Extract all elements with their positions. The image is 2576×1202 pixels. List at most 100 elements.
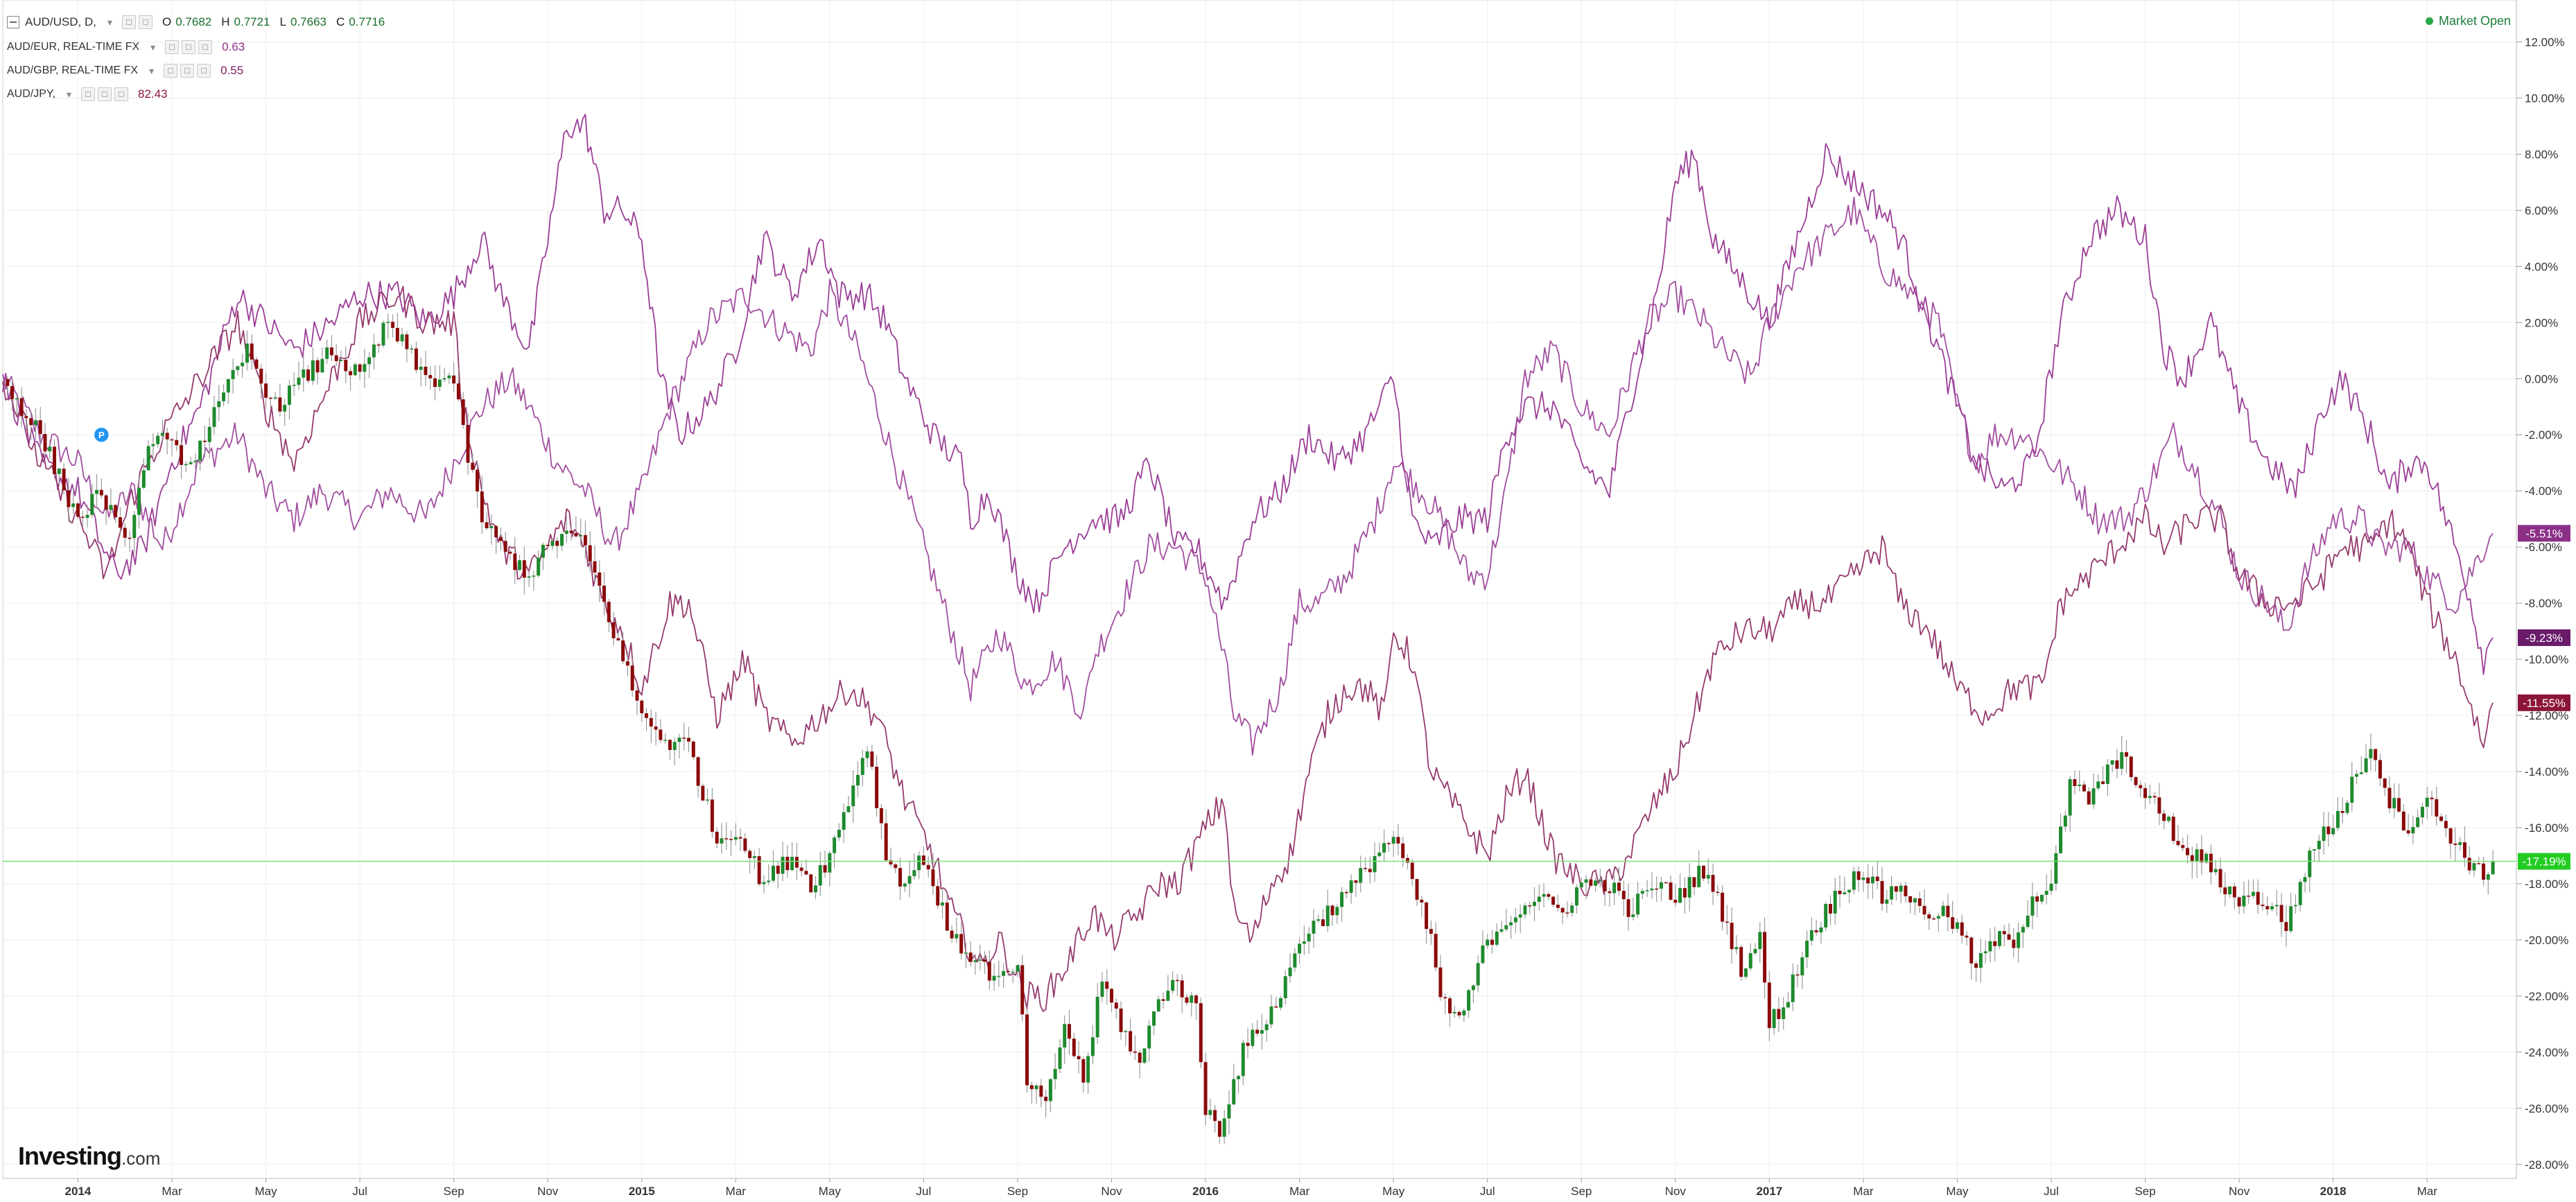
candle-body bbox=[1237, 1076, 1240, 1079]
candle-body bbox=[917, 855, 921, 871]
settings-icon[interactable] bbox=[80, 87, 95, 101]
settings-icon[interactable] bbox=[165, 40, 180, 54]
settings-icon[interactable] bbox=[164, 64, 178, 78]
candle-body bbox=[1974, 963, 1978, 968]
candle-body bbox=[2101, 781, 2105, 784]
x-tick-label: Mar bbox=[162, 1185, 182, 1198]
candle-body bbox=[489, 525, 494, 529]
candle-body bbox=[1190, 995, 1194, 1003]
candle-body bbox=[2096, 781, 2100, 789]
candle-body bbox=[1866, 878, 1870, 884]
status-dot-icon bbox=[2425, 17, 2433, 25]
candle-body bbox=[109, 505, 113, 510]
candle-body bbox=[1824, 904, 1828, 927]
candle-body bbox=[1279, 998, 1282, 1008]
compare-symbol-label[interactable]: AUD/JPY, bbox=[7, 88, 55, 100]
y-tick-label: -16.00% bbox=[2525, 821, 2568, 835]
candle-body bbox=[2218, 869, 2222, 888]
candle-body bbox=[461, 399, 465, 426]
candle-body bbox=[1086, 1056, 1090, 1083]
candle-body bbox=[860, 758, 864, 775]
investing-logo[interactable]: Investing .com bbox=[18, 1142, 160, 1171]
candle-body bbox=[781, 856, 785, 874]
series-line-2[interactable] bbox=[2, 114, 2494, 675]
visibility-icon[interactable] bbox=[180, 64, 195, 78]
candle-body bbox=[29, 418, 33, 426]
chevron-down-icon[interactable]: ▾ bbox=[150, 41, 156, 53]
compare-value: 0.63 bbox=[222, 40, 245, 53]
candle-body bbox=[1316, 919, 1321, 921]
candle-body bbox=[2190, 855, 2194, 862]
candle-body bbox=[527, 576, 531, 578]
event-marker-icon[interactable] bbox=[93, 426, 110, 443]
candle-body bbox=[2129, 756, 2133, 778]
chevron-down-icon[interactable]: ▾ bbox=[66, 88, 71, 100]
collapse-legend-icon[interactable] bbox=[7, 16, 19, 28]
candle-body bbox=[2383, 778, 2387, 788]
candle-body bbox=[1053, 1069, 1057, 1079]
candle-body bbox=[1875, 876, 1879, 881]
candle-body bbox=[53, 446, 57, 474]
series-line-1[interactable] bbox=[2, 196, 2494, 756]
candle-body bbox=[790, 857, 794, 871]
y-tick-label: -2.00% bbox=[2525, 428, 2562, 442]
candle-body bbox=[2448, 828, 2453, 844]
candle-body bbox=[973, 960, 977, 962]
series-settings-icon[interactable] bbox=[122, 15, 136, 29]
candle-body bbox=[222, 392, 226, 401]
candle-body bbox=[1890, 886, 1894, 900]
chevron-down-icon[interactable]: ▾ bbox=[107, 16, 112, 28]
candle-body bbox=[1509, 922, 1513, 925]
candle-body bbox=[508, 551, 512, 554]
remove-icon[interactable] bbox=[198, 40, 213, 54]
candle-body bbox=[1002, 970, 1006, 976]
candle-body bbox=[1227, 1104, 1231, 1119]
candle-body bbox=[1626, 899, 1630, 917]
candle-body bbox=[287, 385, 291, 406]
candle-body bbox=[2462, 842, 2466, 858]
candle-body bbox=[1344, 891, 1348, 894]
candle-body bbox=[1739, 947, 1743, 977]
y-tick-label: -8.00% bbox=[2525, 597, 2562, 610]
candle-body bbox=[926, 864, 930, 870]
candle-body bbox=[1438, 967, 1443, 998]
compare-symbol-label[interactable]: AUD/EUR, REAL-TIME FX bbox=[7, 41, 140, 53]
series-visibility-icon[interactable] bbox=[139, 15, 153, 29]
candle-body bbox=[2017, 932, 2021, 948]
candle-body bbox=[625, 661, 629, 666]
candle-body bbox=[2435, 799, 2439, 817]
candle-series[interactable] bbox=[6, 313, 2495, 1144]
candle-body bbox=[903, 883, 907, 887]
candle-body bbox=[24, 416, 28, 419]
candle-body bbox=[114, 505, 118, 518]
main-symbol-label[interactable]: AUD/USD, D, bbox=[25, 15, 96, 28]
chevron-down-icon[interactable]: ▾ bbox=[149, 64, 155, 76]
candle-body bbox=[630, 665, 634, 691]
candle-body bbox=[48, 446, 52, 452]
visibility-icon[interactable] bbox=[182, 40, 196, 54]
y-tick-label: -12.00% bbox=[2525, 709, 2568, 722]
candle-body bbox=[1269, 1006, 1273, 1025]
candle-body bbox=[2030, 896, 2035, 916]
visibility-icon[interactable] bbox=[97, 87, 112, 101]
remove-icon[interactable] bbox=[197, 64, 211, 78]
candle-body bbox=[1364, 868, 1367, 869]
candle-body bbox=[132, 514, 137, 539]
candle-body bbox=[442, 378, 446, 380]
series-line-3[interactable] bbox=[2, 286, 2494, 1012]
candle-body bbox=[1048, 1079, 1052, 1101]
compare-symbol-label[interactable]: AUD/GBP, REAL-TIME FX bbox=[7, 64, 139, 76]
candle-body bbox=[1264, 1024, 1269, 1031]
candle-body bbox=[2444, 821, 2448, 828]
x-tick-label: Jul bbox=[2044, 1185, 2059, 1198]
candle-body bbox=[283, 405, 287, 412]
candle-body bbox=[955, 934, 959, 939]
candle-body bbox=[1077, 1056, 1081, 1059]
candle-body bbox=[1457, 1011, 1461, 1016]
candle-body bbox=[1922, 905, 1926, 915]
candle-body bbox=[67, 490, 71, 507]
candle-body bbox=[1486, 939, 1490, 946]
remove-icon[interactable] bbox=[114, 87, 128, 101]
candle-body bbox=[2477, 863, 2481, 864]
